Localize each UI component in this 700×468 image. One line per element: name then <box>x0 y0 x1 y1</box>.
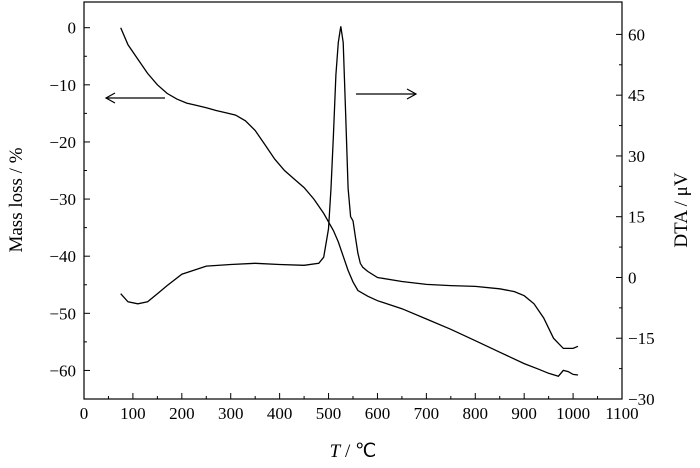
left-y-tick-label: 0 <box>68 19 77 38</box>
series-layer <box>120 26 579 377</box>
x-axis-ticks: 0 100 200 300 400 500 600 700 800 900 1000 1100 <box>80 393 639 423</box>
right-y-axis-title: DTA / μV <box>671 172 692 247</box>
left-y-axis-ticks: 0 −10 −20 −30 −40 −50 −60 <box>49 19 90 380</box>
left-y-tick-label: −10 <box>49 76 76 95</box>
left-y-tick-label: −30 <box>49 190 76 209</box>
x-tick-label: 0 <box>80 404 89 423</box>
x-tick-label: 800 <box>463 404 489 423</box>
x-tick-label: 400 <box>267 404 293 423</box>
x-tick-label: 700 <box>414 404 440 423</box>
mass-loss-curve <box>120 27 579 377</box>
right-y-tick-label: 45 <box>628 86 645 105</box>
right-y-tick-label: −15 <box>628 329 655 348</box>
x-tick-label: 1000 <box>556 404 590 423</box>
right-y-tick-label: 30 <box>628 147 645 166</box>
x-tick-label: 100 <box>120 404 146 423</box>
right-y-tick-label: −30 <box>628 390 655 409</box>
right-y-tick-label: 0 <box>628 268 637 287</box>
left-arrow-annotation <box>104 92 165 104</box>
x-tick-label: 1100 <box>605 404 638 423</box>
x-tick-label: 300 <box>218 404 244 423</box>
left-y-tick-label: −50 <box>49 304 76 323</box>
x-tick-label: 500 <box>316 404 342 423</box>
left-y-tick-label: −60 <box>49 361 76 380</box>
x-axis-title: T / ℃ <box>330 441 377 462</box>
right-arrow-annotation <box>356 88 418 100</box>
left-y-axis-title: Mass loss / % <box>6 147 27 252</box>
left-y-tick-label: −20 <box>49 133 76 152</box>
right-y-tick-label: 60 <box>628 25 645 44</box>
dta-curve <box>120 26 579 350</box>
x-tick-label: 600 <box>365 404 391 423</box>
right-y-tick-label: 15 <box>628 208 645 227</box>
plot-frame <box>83 1 623 400</box>
right-y-axis-ticks: 60 45 30 15 0 −15 −30 <box>616 25 655 409</box>
left-y-tick-label: −40 <box>49 247 76 266</box>
x-tick-label: 200 <box>169 404 195 423</box>
x-tick-label: 900 <box>511 404 537 423</box>
